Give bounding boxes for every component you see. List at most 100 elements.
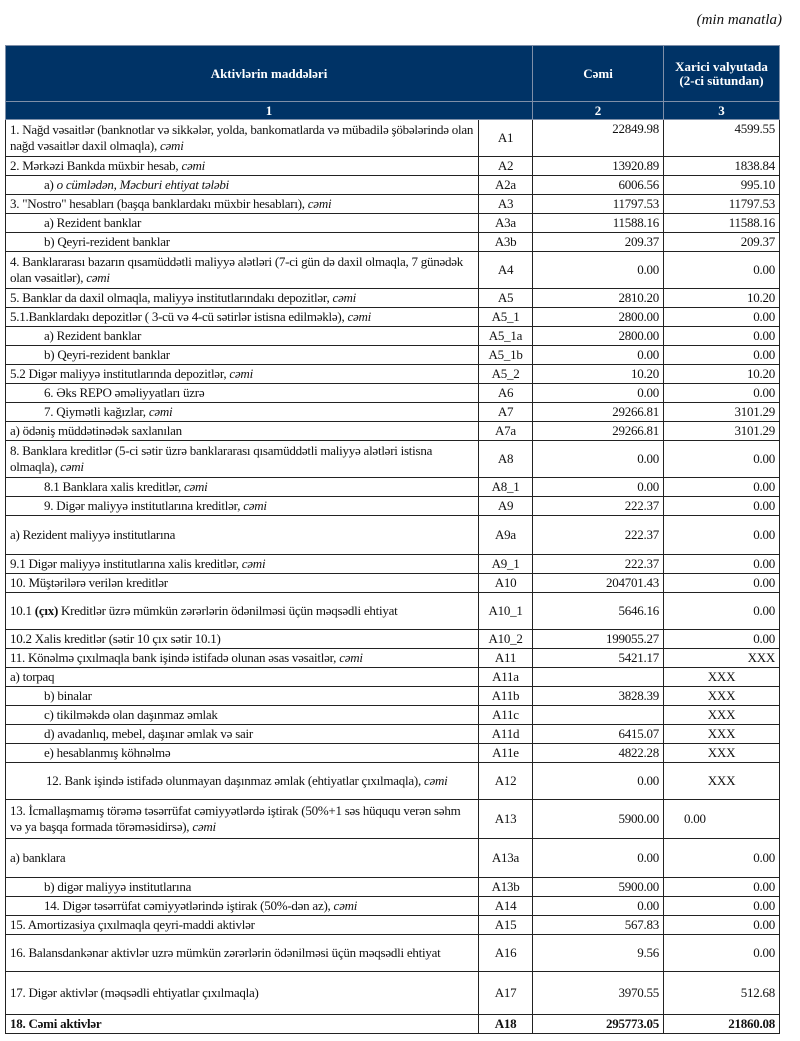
label-text: b) binalar [44,688,92,703]
row-code: A17 [477,971,534,1015]
row-total [532,705,665,725]
label-text: 15. Amortizasiya çıxılmaqla qeyri-maddi … [10,917,255,932]
row-foreign-currency: 512.68 [663,971,781,1015]
table-row: a) banklara A13a 0.00 0.00 [5,838,781,878]
row-label: 2. Mərkəzi Bankda müxbir hesab, cəmi [5,156,479,176]
table-row: 17. Digər aktivlər (məqsədli ehtiyatlar … [5,971,781,1015]
table-row: 18. Cəmi aktivlər A18 295773.05 21860.08 [5,1014,781,1034]
row-foreign-currency: 11797.53 [663,194,781,214]
label-text: 8. Banklara kreditlər (5-ci sətir üzrə b… [10,443,433,474]
row-total: 567.83 [532,915,665,935]
row-code: A5_1 [477,307,534,327]
row-code: A2a [477,175,534,195]
table-row: 6. Əks REPO əməliyyatları üzrə A6 0.00 0.00 [5,383,781,403]
row-total: 9.56 [532,934,665,972]
label-text: 3. "Nostro" hesabları (başqa banklardakı… [10,196,308,211]
label-text: 14. Digər təsərrüfat cəmiyyətlərində işt… [44,898,334,913]
italic-text: cəmi [184,479,208,494]
row-label: 5. Banklar da daxil olmaqla, maliyyə ins… [5,288,479,308]
table-row: 11. Könəlmə çıxılmaqla bank işində istif… [5,648,781,668]
table-row: a) Rezident maliyyə institutlarına A9a 222… [5,515,781,555]
table-row: d) avadanlıq, mebel, daşınar əmlak və sa… [5,724,781,744]
row-foreign-currency: 3101.29 [663,421,781,441]
row-code: A7a [477,421,534,441]
row-code: A5 [477,288,534,308]
row-total: 295773.05 [532,1014,665,1034]
row-foreign-currency: 0.00 [663,383,781,403]
row-code: A11c [477,705,534,725]
table-row: a) torpaq A11a XXX [5,667,781,687]
row-code: A13 [477,799,534,839]
label-text: 7. Qiymətli kağızlar, [44,404,149,419]
row-total: 0.00 [532,440,665,478]
label-text: a) Rezident maliyyə institutlarına [10,527,176,542]
row-total: 5900.00 [532,877,665,897]
row-foreign-currency: XXX [663,743,781,763]
table-row: b) digər maliyyə institutlarına A13b 5900.… [5,877,781,897]
row-code: A11e [477,743,534,763]
row-label: 10. Müştərilərə verilən kreditlər [5,573,479,593]
row-label: 11. Könəlmə çıxılmaqla bank işində istif… [5,648,479,668]
table-row: a) Rezident banklar A5_1a 2800.00 0.00 [5,326,781,346]
row-total: 199055.27 [532,629,665,649]
row-code: A9a [477,515,534,555]
row-foreign-currency: 0.00 [663,251,781,289]
row-label: 5.2 Digər maliyyə institutlarında depozi… [5,364,479,384]
row-code: A12 [477,762,534,800]
header-foreign-currency: Xarici valyutada (2-ci sütundan) [663,45,781,102]
label-text: a) [44,177,57,192]
table-row: 16. Balansdankənar aktivlər uzrə mümkün … [5,934,781,972]
header-items: Aktivlərin maddələri [4,45,534,102]
row-code: A11 [477,648,534,668]
row-total: 29266.81 [532,421,665,441]
row-label: 1. Nağd vəsaitlər (banknotlar və sikkələ… [5,119,479,157]
row-foreign-currency: 0.00 [663,896,781,916]
label-text: 6. Əks REPO əməliyyatları üzrə [44,385,205,400]
row-foreign-currency: 0.00 [663,573,781,593]
row-foreign-currency: XXX [663,705,781,725]
table-row: e) hesablanmış köhnəlmə A11e 4822.28 XXX [5,743,781,763]
row-total: 2800.00 [532,307,665,327]
italic-text: cəmi [347,309,372,324]
row-code: A9 [477,496,534,516]
italic-text: cəmi [424,773,448,788]
row-total: 5646.16 [532,592,665,630]
header-total: Cəmi [532,45,665,102]
row-total: 3970.55 [532,971,665,1015]
row-total: 0.00 [532,477,665,497]
row-foreign-currency: XXX [663,724,781,744]
italic-text: cəmi [333,898,358,913]
row-foreign-currency: 1838.84 [663,156,781,176]
table-row: a) o cümlədən, Məcburi ehtiyat tələbi A2a… [5,175,781,195]
row-total: 222.37 [532,496,665,516]
row-label: 8.1 Banklara xalis kreditlər, cəmi [5,477,479,497]
table-row: a) Rezident banklar A3a 11588.16 11588.16 [5,213,781,233]
row-total: 3828.39 [532,686,665,706]
label-text: 18. Cəmi aktivlər [10,1016,102,1031]
row-total: 22849.98 [532,119,665,157]
row-total: 0.00 [532,251,665,289]
row-foreign-currency: 0.00 [663,307,781,327]
row-code: A8_1 [477,477,534,497]
row-total: 204701.43 [532,573,665,593]
row-foreign-currency: 0.00 [663,877,781,897]
row-code: A5_2 [477,364,534,384]
row-label: b) binalar [5,686,479,706]
row-foreign-currency: 11588.16 [663,213,781,233]
row-code: A13a [477,838,534,878]
row-total: 0.00 [532,838,665,878]
row-label: 18. Cəmi aktivlər [5,1014,479,1034]
italic-text: cəmi [332,290,356,305]
row-total: 0.00 [532,762,665,800]
row-total: 0.00 [532,896,665,916]
row-code: A11b [477,686,534,706]
row-label: b) Qeyri-rezident banklar [5,345,479,365]
row-foreign-currency: 0.00 [663,592,781,630]
italic-text: cəmi [60,459,84,474]
row-code: A13b [477,877,534,897]
header-number-3: 3 [663,101,781,120]
row-total: 209.37 [532,232,665,252]
row-label: a) banklara [5,838,479,878]
table-row: c) tikilməkdə olan daşınmaz əmlak A11c XXX [5,705,781,725]
row-label: 13. İcmallaşmamış törəmə təsərrüfat cəmi… [5,799,479,839]
